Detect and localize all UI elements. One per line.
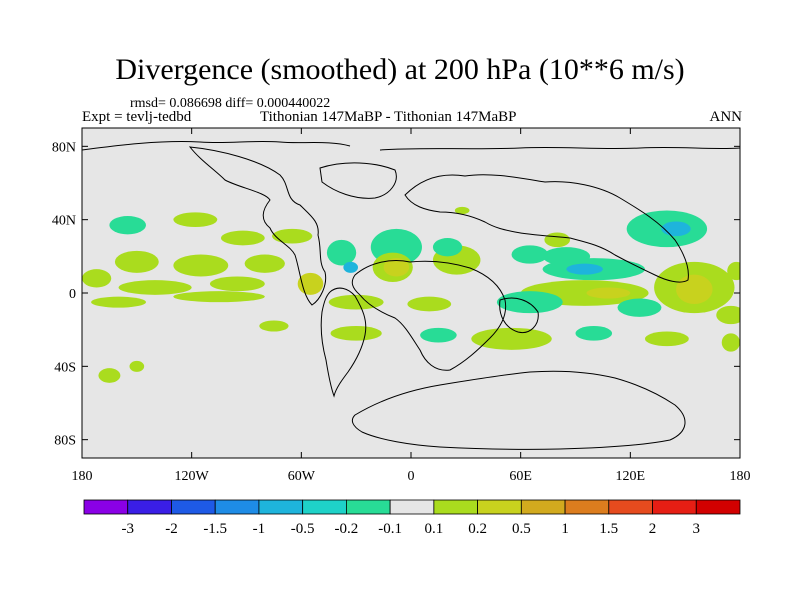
colorbar-swatch-5 [302,499,347,515]
colorbar-swatch-7 [389,499,435,515]
lat-tick-label: 40S [54,360,76,375]
divergence-field [82,206,740,383]
lon-tick-label: 180 [72,469,93,484]
period-label: Tithonian 147MaBP - Tithonian 147MaBP [260,109,517,125]
colorbar-label: 0.2 [468,521,487,537]
divergence-region-19 [544,232,571,248]
colorbar-label: -1.5 [203,521,227,537]
divergence-region-9 [209,276,265,292]
lon-tick-label: 180 [730,469,751,484]
colorbar-swatch-0 [83,499,129,515]
divergence-region-3 [272,228,313,244]
divergence-region-35 [173,291,265,303]
divergence-region-11 [326,239,357,266]
divergence-region-38 [259,320,289,332]
colorbar-swatch-9 [477,499,522,515]
paleo-coastlines [82,140,740,450]
colorbar-label: 1 [561,521,569,537]
lat-tick-label: 40N [52,214,76,229]
divergence-region-32 [617,298,662,317]
divergence-region-23 [661,221,691,237]
colorbar-swatch-8 [433,499,479,515]
lon-tick-label: 120W [175,469,210,484]
lon-tick-label: 60E [509,469,532,484]
colorbar-swatch-4 [258,499,304,515]
divergence-region-33 [716,305,740,325]
lon-tick-label: 60W [288,469,316,484]
divergence-region-46 [129,360,145,372]
colorbar-label: -2 [165,521,178,537]
latitude-axis: 80N 40N 0 40S 80S [52,140,740,449]
divergence-region-17 [432,238,463,257]
divergence-region-37 [407,296,452,312]
divergence-region-40 [420,327,457,343]
divergence-region-8 [118,280,192,295]
colorbar-swatch-11 [564,499,610,515]
colorbar-label: -3 [121,521,134,537]
rmsd-diff-stats: rmsd= 0.086698 diff= 0.000440022 [130,96,331,111]
divergence-region-20 [511,245,549,264]
coastline-india [499,297,539,334]
divergence-region-45 [98,368,121,383]
coastline-africa [351,260,507,371]
coastline-antarctica [351,370,686,450]
divergence-region-1 [173,212,218,228]
colorbar-swatch-12 [608,499,653,515]
divergence-region-4 [114,250,159,273]
divergence-region-18 [454,206,470,215]
colorbar-label: -0.5 [291,521,315,537]
divergence-region-12 [343,261,358,273]
colorbar-swatch-6 [345,499,391,515]
lat-tick-label: 80N [52,140,76,155]
divergence-region-43 [644,331,689,347]
colorbar-label: -0.2 [335,521,359,537]
divergence-region-34 [91,296,146,308]
colorbar-label: 1.5 [599,521,618,537]
divergence-region-31 [496,291,563,314]
colorbar-label: 0.1 [424,521,443,537]
colorbar-swatch-10 [520,499,566,515]
divergence-region-36 [328,294,384,310]
longitude-axis: 180 120W 60W 0 60E 120E 180 [72,128,751,484]
divergence-region-5 [173,254,229,277]
colorbar-label: 0.5 [512,521,531,537]
colorbar-swatch-14 [695,499,741,515]
coastline-eurasia [404,174,689,283]
colorbar-label: -1 [253,521,266,537]
lat-tick-label: 80S [54,434,76,449]
divergence-region-15 [383,258,410,277]
coastline-south-america [320,287,367,398]
colorbar-swatch-13 [652,499,697,515]
divergence-region-27 [586,287,631,299]
plot-title: Divergence (smoothed) at 200 hPa (10**6 … [115,53,685,86]
coastline-greenland [319,162,397,199]
coastline-arctic [82,140,740,151]
divergence-region-42 [575,326,613,341]
lon-tick-label: 0 [408,469,415,484]
colorbar: -3 -2 -1.5 -1 -0.5 -0.2 -0.1 0.1 0.2 0.5 1 1.5 2 3 [83,499,741,537]
divergence-region-2 [220,230,265,246]
divergence-region-7 [82,269,112,288]
divergence-region-6 [244,254,285,273]
lon-tick-label: 120E [616,469,646,484]
season-label: ANN [709,109,743,125]
divergence-region-30 [727,261,740,281]
divergence-region-44 [721,333,740,352]
divergence-region-39 [330,326,382,341]
divergence-region-25 [566,263,603,275]
divergence-region-10 [297,272,324,295]
experiment-label: Expt = tevlj-tedbd [82,109,192,125]
coastline-north-america [188,146,327,306]
colorbar-swatch-1 [127,499,172,515]
colorbar-label: 2 [649,521,657,537]
colorbar-swatch-2 [171,499,216,515]
divergence-region-29 [676,274,713,305]
divergence-region-0 [109,216,146,235]
colorbar-label: 3 [693,521,701,537]
lat-tick-label: 0 [69,287,76,302]
colorbar-swatch-3 [214,499,260,515]
divergence-region-41 [471,327,552,350]
colorbar-label: -0.1 [378,521,402,537]
